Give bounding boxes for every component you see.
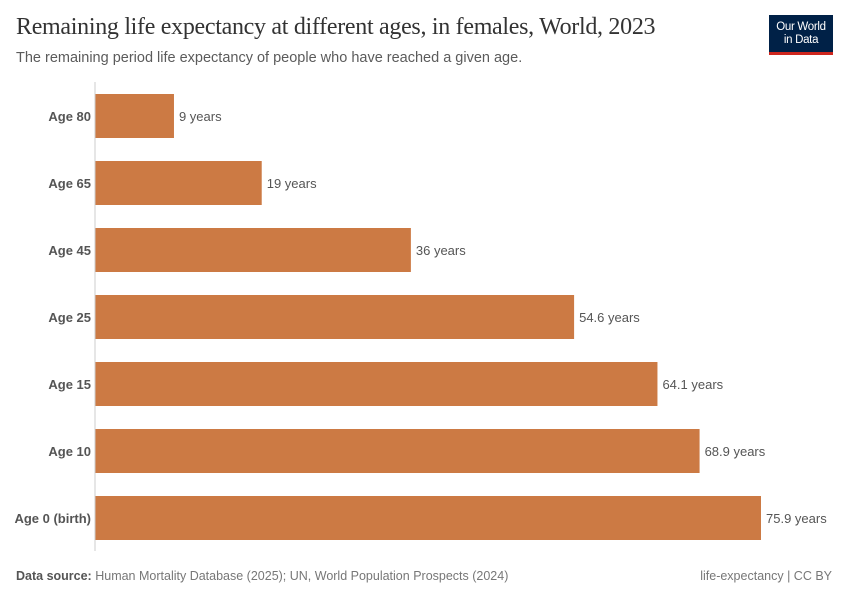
value-label: 68.9 years bbox=[705, 444, 766, 459]
bar[interactable] bbox=[95, 161, 262, 205]
value-label: 75.9 years bbox=[766, 511, 827, 526]
category-label: Age 25 bbox=[48, 310, 91, 325]
value-label: 36 years bbox=[416, 243, 466, 258]
category-label: Age 45 bbox=[48, 243, 91, 258]
source-label: Data source: bbox=[16, 569, 92, 583]
bar[interactable] bbox=[95, 228, 411, 272]
license[interactable]: life-expectancy | CC BY bbox=[700, 569, 832, 583]
logo-line1: Our World bbox=[776, 20, 826, 33]
value-label: 64.1 years bbox=[662, 377, 723, 392]
value-label: 54.6 years bbox=[579, 310, 640, 325]
category-label: Age 10 bbox=[48, 444, 91, 459]
source-text[interactable]: Human Mortality Database (2025); UN, Wor… bbox=[95, 569, 509, 583]
bar[interactable] bbox=[95, 94, 174, 138]
value-label: 19 years bbox=[267, 176, 317, 191]
data-source: Data source: Human Mortality Database (2… bbox=[16, 569, 508, 583]
bar[interactable] bbox=[95, 295, 575, 339]
logo-line2: in Data bbox=[783, 33, 819, 46]
value-label: 9 years bbox=[179, 109, 222, 124]
category-label: Age 65 bbox=[48, 176, 91, 191]
chart-subtitle: The remaining period life expectancy of … bbox=[16, 50, 523, 66]
category-label: Age 0 (birth) bbox=[14, 511, 91, 526]
category-label: Age 15 bbox=[48, 377, 91, 392]
category-label: Age 80 bbox=[48, 109, 91, 124]
bar[interactable] bbox=[95, 362, 658, 406]
bar[interactable] bbox=[95, 496, 761, 540]
owid-logo[interactable]: Our World in Data bbox=[769, 15, 833, 55]
chart-title: Remaining life expectancy at different a… bbox=[16, 14, 656, 40]
bar[interactable] bbox=[95, 429, 700, 473]
